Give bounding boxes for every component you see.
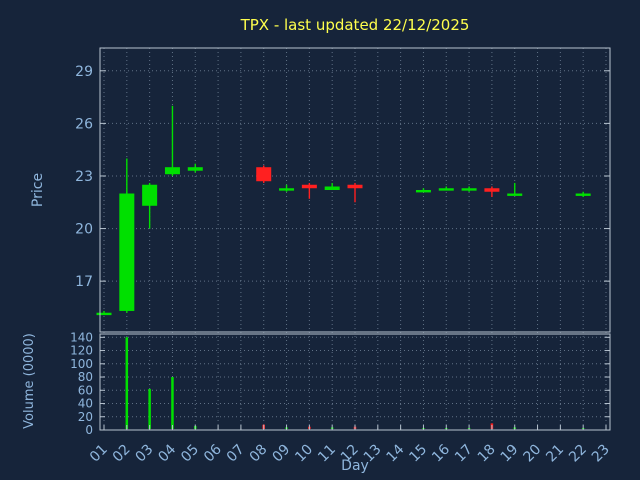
- day-tick-label: 14: [384, 441, 408, 465]
- day-tick-label: 15: [406, 442, 430, 466]
- candle-body: [142, 184, 158, 206]
- candle-body: [301, 184, 317, 189]
- day-tick-label: 04: [155, 441, 179, 465]
- day-tick-label: 23: [589, 442, 613, 466]
- day-tick-label: 19: [498, 442, 522, 466]
- price-panel-border: [99, 47, 611, 333]
- candle-body: [415, 190, 431, 193]
- volume-tick-label: 100: [70, 357, 93, 371]
- price-tick-label: 20: [75, 222, 93, 238]
- price-tick-label: 29: [75, 64, 93, 80]
- candle-body: [347, 184, 363, 189]
- volume-tick-label: 40: [78, 397, 93, 411]
- price-tick-label: 17: [75, 274, 93, 290]
- day-tick-label: 20: [520, 442, 544, 466]
- day-tick-label: 02: [110, 442, 134, 466]
- day-tick-label: 07: [224, 442, 248, 466]
- day-tick-label: 06: [201, 441, 225, 465]
- candle-body: [119, 193, 135, 311]
- volume-tick-label: 0: [85, 423, 93, 437]
- day-tick-label: 18: [475, 442, 499, 466]
- candle-body: [187, 167, 203, 171]
- price-tick-label: 23: [75, 169, 93, 185]
- volume-tick-label: 140: [70, 330, 93, 344]
- candle-body: [461, 188, 477, 191]
- day-axis-label: Day: [341, 458, 369, 474]
- day-tick-label: 10: [292, 442, 316, 466]
- candle-body: [256, 167, 272, 182]
- day-tick-label: 11: [315, 442, 339, 466]
- volume-tick-label: 80: [78, 370, 93, 384]
- day-tick-label: 09: [269, 442, 293, 466]
- day-tick-label: 17: [452, 442, 476, 466]
- candle-body: [96, 312, 112, 316]
- day-tick-label: 22: [566, 442, 590, 466]
- candle-body: [507, 193, 523, 196]
- candle-body: [438, 188, 454, 191]
- candle-body: [279, 188, 295, 191]
- day-tick-label: 13: [361, 442, 385, 466]
- volume-tick-label: 60: [78, 383, 93, 397]
- candle-body: [164, 167, 180, 175]
- day-tick-label: 03: [133, 442, 157, 466]
- volume-tick-label: 120: [70, 344, 93, 358]
- day-tick-label: 08: [247, 442, 271, 466]
- day-tick-label: 01: [87, 442, 111, 466]
- candle-body: [484, 188, 500, 192]
- day-tick-label: 21: [543, 442, 567, 466]
- day-tick-label: 12: [338, 442, 362, 466]
- volume-tick-label: 20: [78, 410, 93, 424]
- candle-body: [324, 186, 340, 190]
- day-tick-label: 16: [429, 441, 453, 465]
- price-tick-label: 26: [75, 116, 93, 132]
- day-tick-label: 05: [178, 442, 202, 466]
- chart-title: TPX - last updated 22/12/2025: [240, 16, 470, 34]
- candle-body: [575, 193, 591, 196]
